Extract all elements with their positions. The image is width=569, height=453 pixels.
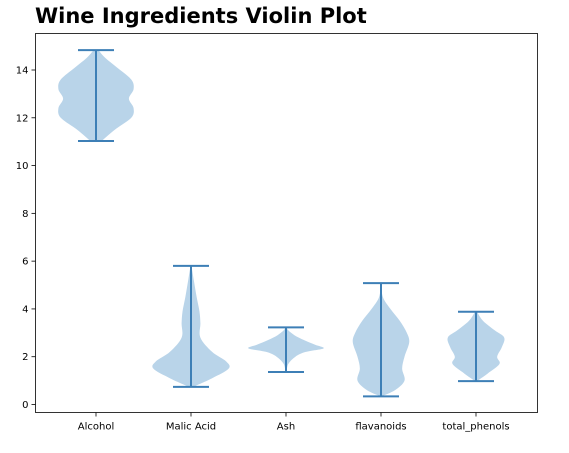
x-tick-label: Malic Acid bbox=[166, 422, 216, 433]
x-tick-label: flavanoids bbox=[355, 422, 406, 433]
x-tick-label: total_phenols bbox=[442, 422, 509, 433]
y-tick-label: 0 bbox=[22, 400, 28, 411]
y-tick-label: 2 bbox=[22, 352, 28, 363]
violins-layer bbox=[58, 49, 505, 398]
x-tick-label: Ash bbox=[277, 422, 295, 433]
y-tick-label: 10 bbox=[16, 161, 29, 172]
chart-title: Wine Ingredients Violin Plot bbox=[35, 4, 367, 28]
plot-area-frame bbox=[35, 33, 538, 413]
y-tick-label: 6 bbox=[22, 257, 28, 268]
y-tick-label: 8 bbox=[22, 209, 28, 220]
x-tick-label: Alcohol bbox=[78, 422, 114, 433]
y-tick-label: 12 bbox=[16, 113, 29, 124]
y-tick-label: 4 bbox=[22, 304, 28, 315]
y-tick-label: 14 bbox=[16, 66, 29, 77]
y-axis: 0 2 4 6 8 10 12 14 bbox=[16, 66, 36, 411]
x-axis: Alcohol Malic Acid Ash flavanoids total_phen… bbox=[78, 412, 510, 433]
